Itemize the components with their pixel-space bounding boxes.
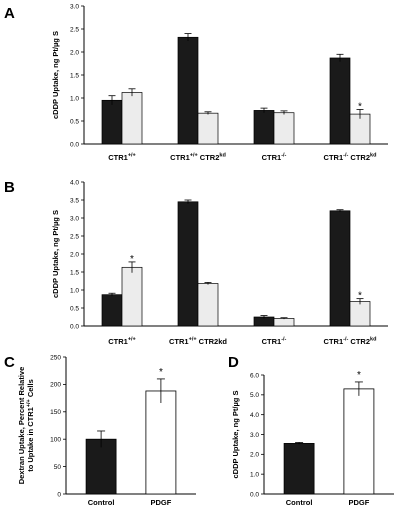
y-tick-label: 2.0 [70,49,79,56]
bar-ctr1-0-s0 [101,294,123,327]
y-tick-label: 150 [50,409,61,416]
y-tick-label: 250 [50,354,61,361]
y-tick-label: 5.0 [250,392,259,399]
y-tick-label: 3.0 [70,3,79,10]
significance-marker: * [357,370,361,381]
bar-ctr1-1-s0 [177,201,199,327]
significance-marker: * [358,291,362,302]
y-tick-label: 0 [57,491,61,498]
y-tick-label: 4.0 [250,412,259,419]
y-tick-label: 1.0 [70,287,79,294]
y-axis-label: cDDP Uptake, ng Pt/µg S [51,210,60,298]
panel-letter: B [4,179,15,196]
y-axis-label-line-2: to Uptake in CTR1+/+ Cells [26,379,35,472]
bar-ctr1-0-s0 [101,99,123,145]
y-tick-label: 1.5 [70,269,79,276]
bar-ctr1-2-s0 [253,110,275,145]
y-tick-label: 100 [50,437,61,444]
category-label: CTR1+/+ [108,337,136,347]
significance-marker: * [130,254,134,265]
category-label: Control [286,498,313,507]
panel-letter: C [4,354,15,371]
significance-marker: * [358,102,362,113]
y-tick-label: 1.5 [70,72,79,79]
panel-letter: A [4,5,15,22]
bar-ctr1-0-s1 [121,92,143,145]
y-tick-label: 50 [54,464,62,471]
y-tick-label: 1.0 [250,471,259,478]
y-axis-label-line-1: Dextran Uptake, Percent Relative [17,367,26,485]
category-label: PDGF [348,498,369,507]
y-tick-label: 6.0 [250,372,259,379]
y-tick-label: 200 [50,382,61,389]
y-tick-label: 0.5 [70,305,79,312]
bar-pdgf [343,388,375,495]
y-tick-label: 2.5 [70,233,79,240]
bar-ctr1-2-s1 [273,318,295,327]
y-tick-label: 0.5 [70,118,79,125]
category-label: Control [88,498,115,507]
bar-ctr1-1-s1 [197,112,219,145]
significance-marker: * [159,367,163,378]
bar-ctr1-0-s1 [121,266,143,327]
panel-c: C 0 50 100 150 200 250 Dextran Uptake, Percent … [4,354,196,507]
bar-ctr1-3-s1 [349,301,371,327]
panel-d: D 0.0 1.0 2.0 3.0 4.0 5.0 6.0 cDDP Uptake, ng Pt… [228,354,394,507]
y-axis-label: cDDP Uptake, ng Pt/µg S [231,391,240,479]
y-tick-label: 2.0 [70,251,79,258]
category-label: CTR1-/- [262,153,287,163]
y-tick-label: 2.5 [70,26,79,33]
y-tick-label: 3.5 [70,197,79,204]
y-tick-label: 3.0 [70,215,79,222]
bar-pdgf [145,390,177,495]
bar-control [283,443,315,495]
category-label: CTR1+/+ CTR2kd [170,153,226,163]
bar-ctr1-1-s1 [197,283,219,327]
panel-letter: D [228,354,239,371]
y-tick-label: 0.0 [70,141,79,148]
y-axis-label: cDDP Uptake, ng Pt/µg S [51,31,60,119]
y-tick-label: 1.0 [70,95,79,102]
category-label: CTR1-/- CTR2kd [324,153,377,163]
bar-ctr1-3-s0 [329,210,351,327]
bar-ctr1-3-s0 [329,57,351,145]
category-label: CTR1+/+ CTR2kd [169,337,227,347]
y-tick-label: 2.0 [250,452,259,459]
y-tick-label: 3.0 [250,432,259,439]
y-tick-label: 0.0 [250,491,259,498]
panel-b: B 0.0 0.5 1.0 1.5 2.0 2.5 3.0 3.5 4.0 cDDP Uptake,… [4,179,388,346]
category-label: PDGF [150,498,171,507]
y-tick-label: 4.0 [70,179,79,186]
category-label: CTR1+/+ [108,153,136,163]
y-tick-label: 0.0 [70,323,79,330]
category-label: CTR1-/- [262,337,287,347]
bar-control [85,438,117,495]
bar-ctr1-2-s1 [273,112,295,145]
panel-a: A 0.0 0.5 1.0 1.5 2.0 2.5 3.0 cDDP Uptake, ng Pt… [4,3,388,162]
bar-ctr1-1-s0 [177,36,199,145]
category-label: CTR1-/- CTR2kd [324,337,377,347]
